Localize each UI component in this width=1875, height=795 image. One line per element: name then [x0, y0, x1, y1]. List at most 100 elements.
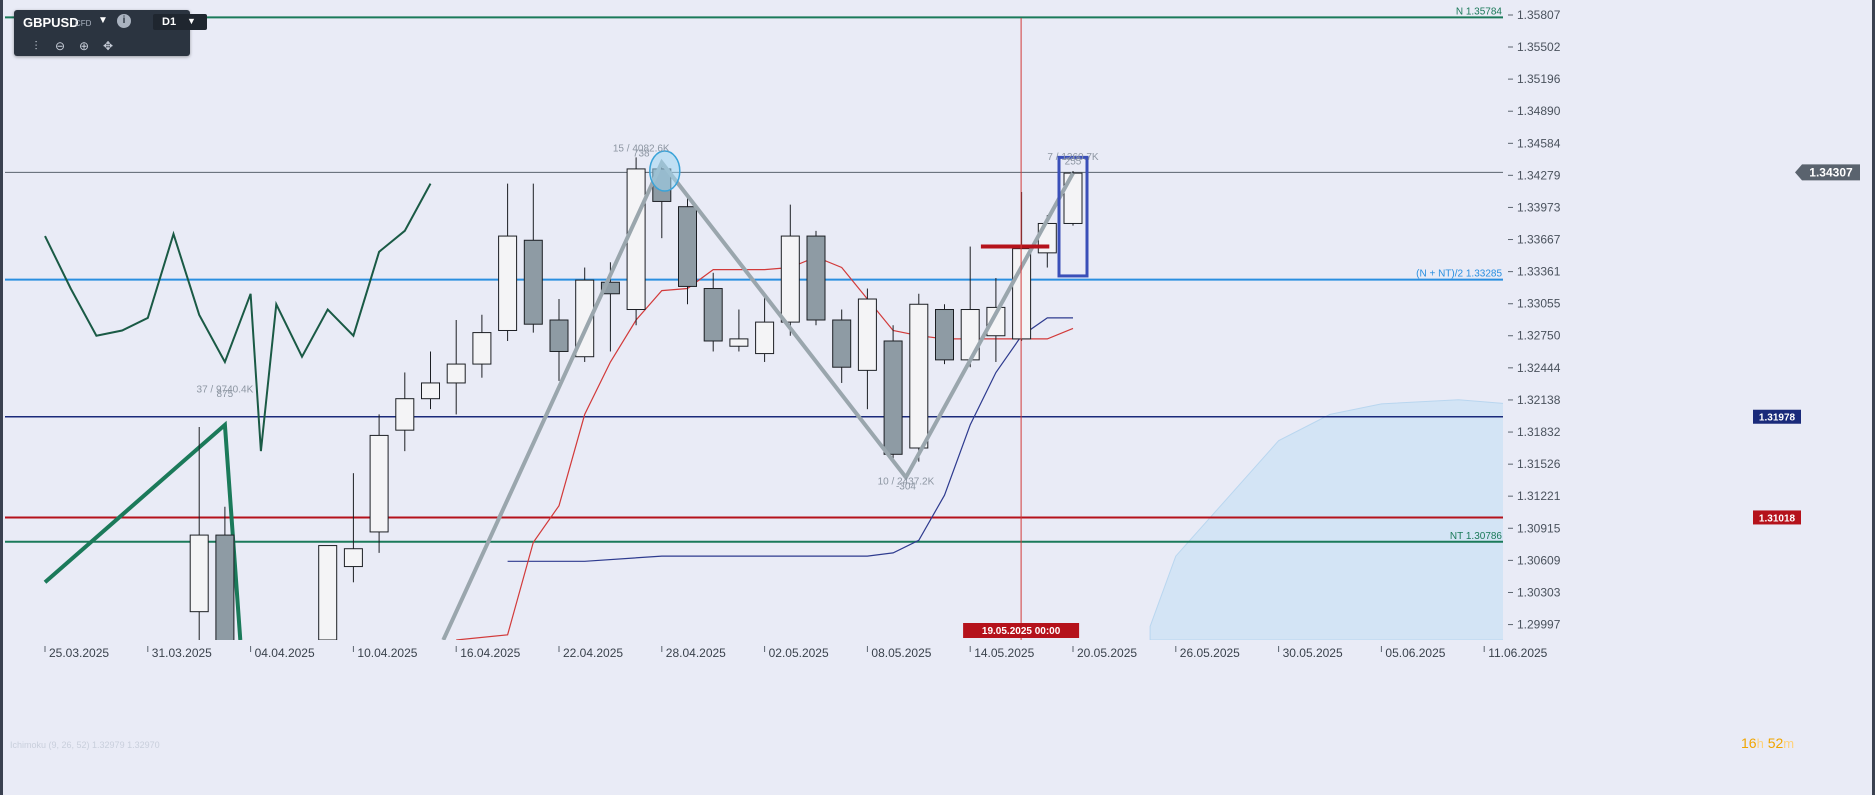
candle-2 [318, 545, 338, 640]
candle-body [703, 288, 723, 342]
ichimoku-cloud [1149, 399, 1503, 640]
level-label--n-nt-2: (N + NT)/2 1.33285 [1416, 269, 1502, 280]
level-badge-level-1 [1753, 409, 1801, 424]
y-tick-label: 1.30915 [1517, 521, 1561, 535]
candle-body [729, 338, 749, 347]
chart-toolbar: GBPUSD CFD ▼ i D1 ▼ ⫶ ⊖ ⊕ ✥ [14, 10, 207, 56]
candle-17 [703, 272, 723, 352]
candle-8 [472, 314, 492, 378]
candle-body [215, 534, 235, 640]
x-tick-label: 05.06.2025 [1385, 646, 1445, 660]
x-tick-label: 31.03.2025 [152, 646, 212, 660]
info-icon[interactable]: i [117, 14, 131, 28]
timeframe-select[interactable]: D1 ▼ [153, 14, 207, 30]
y-tick-label: 1.35807 [1517, 8, 1561, 22]
x-tick-label: 02.05.2025 [769, 646, 829, 660]
candle-16 [678, 194, 697, 305]
candle-9 [498, 183, 518, 341]
crosshair-icon[interactable]: ✥ [102, 39, 114, 53]
candle-body [600, 281, 620, 295]
timer-minutes-unit: m [1783, 736, 1795, 751]
x-tick-label: 28.04.2025 [666, 646, 726, 660]
y-tick-label: 1.31221 [1517, 489, 1561, 503]
y-tick-label: 1.31526 [1517, 457, 1561, 471]
candle-31 [1063, 171, 1083, 226]
candle-7 [446, 320, 466, 415]
x-tick-label: 08.05.2025 [871, 646, 931, 660]
zoom-out-icon[interactable]: ⊖ [54, 39, 66, 53]
y-tick-label: 1.34279 [1517, 168, 1561, 182]
y-tick-label: 1.34584 [1517, 136, 1561, 150]
x-tick-label: 10.04.2025 [357, 646, 417, 660]
candle-body [498, 235, 518, 331]
tool-row: ⫶ ⊖ ⊕ ✥ [28, 36, 140, 56]
timeframe-label: D1 [162, 16, 177, 28]
candle-26 [935, 304, 954, 365]
candle-21 [806, 230, 826, 326]
last-price-label: 1.34307 [1809, 165, 1853, 179]
x-tick-label: 25.03.2025 [49, 646, 109, 660]
candle-5 [395, 372, 415, 452]
crosshair-date-badge [963, 623, 1080, 638]
candle-body [523, 239, 543, 325]
candle-14 [626, 157, 646, 326]
candle-body [755, 321, 775, 355]
x-tick-label: 20.05.2025 [1077, 646, 1137, 660]
y-tick-label: 1.30303 [1517, 585, 1561, 599]
candle-3 [343, 473, 363, 583]
x-tick-label: 16.04.2025 [460, 646, 520, 660]
zoom-in-icon[interactable]: ⊕ [78, 39, 90, 53]
candle-23 [857, 288, 877, 410]
candle-body [369, 434, 389, 533]
symbol-row: GBPUSD CFD ▼ i D1 ▼ [14, 10, 207, 34]
x-tick-label: 26.05.2025 [1180, 646, 1240, 660]
candle-0 [189, 427, 209, 640]
candle-22 [832, 309, 852, 383]
pivot-annotation-2: 7 / 1260.7K [1047, 152, 1098, 163]
candle-4 [369, 414, 389, 553]
highlight-box [1057, 155, 1089, 278]
x-tick-label: 30.05.2025 [1283, 646, 1343, 660]
candle-body [780, 235, 800, 323]
pivot-annotation-5: 875 [217, 389, 234, 400]
candle-19 [755, 295, 775, 362]
candle-25 [909, 293, 929, 462]
y-tick-label: 1.32750 [1517, 329, 1561, 343]
faint-legend-text: Ichimoku (9, 26, 52) 1.32979 1.32970 [10, 740, 160, 750]
level-label-nt: NT 1.30786 [1450, 531, 1503, 542]
price-scale-icon[interactable]: ⫶ [34, 39, 38, 53]
x-tick-label: 14.05.2025 [974, 646, 1034, 660]
level-label-n: N 1.35784 [1456, 6, 1503, 17]
y-tick-label: 1.30609 [1517, 553, 1561, 567]
candle-countdown-timer: 16h 52m [1741, 735, 1794, 751]
candle-body [318, 545, 338, 640]
y-tick-label: 1.33973 [1517, 200, 1561, 214]
candle-10 [523, 183, 543, 333]
candle-body [446, 363, 466, 384]
oscillator-line [44, 183, 432, 452]
crosshair-date-label: 19.05.2025 00:00 [982, 626, 1061, 637]
pivot-annotation-6: 10 / 2437.2K [878, 477, 935, 488]
y-tick-label: 1.34890 [1517, 104, 1561, 118]
candle-body [395, 398, 415, 431]
pivot-circle [649, 150, 681, 192]
candle-body [986, 306, 1006, 337]
candle-body [935, 309, 954, 361]
instrument-type-label: CFD [75, 19, 92, 28]
pivot-annotation-1: 738 [633, 148, 650, 159]
x-tick-label: 22.04.2025 [563, 646, 623, 660]
pivot-annotation-3: 255 [1065, 157, 1082, 168]
timeframe-dropdown-icon: ▼ [187, 16, 196, 26]
level-badge-label-level-2: 1.31018 [1759, 513, 1796, 524]
candle-18 [729, 309, 749, 352]
candle-body [883, 340, 903, 455]
candle-body [343, 548, 363, 568]
level-badge-level-2 [1753, 510, 1801, 525]
last-price-badge [1795, 164, 1860, 181]
symbol-dropdown-icon[interactable]: ▼ [98, 15, 108, 26]
y-tick-label: 1.33055 [1517, 297, 1561, 311]
zigzag-line [441, 158, 1075, 640]
symbol-label[interactable]: GBPUSD [23, 15, 79, 30]
